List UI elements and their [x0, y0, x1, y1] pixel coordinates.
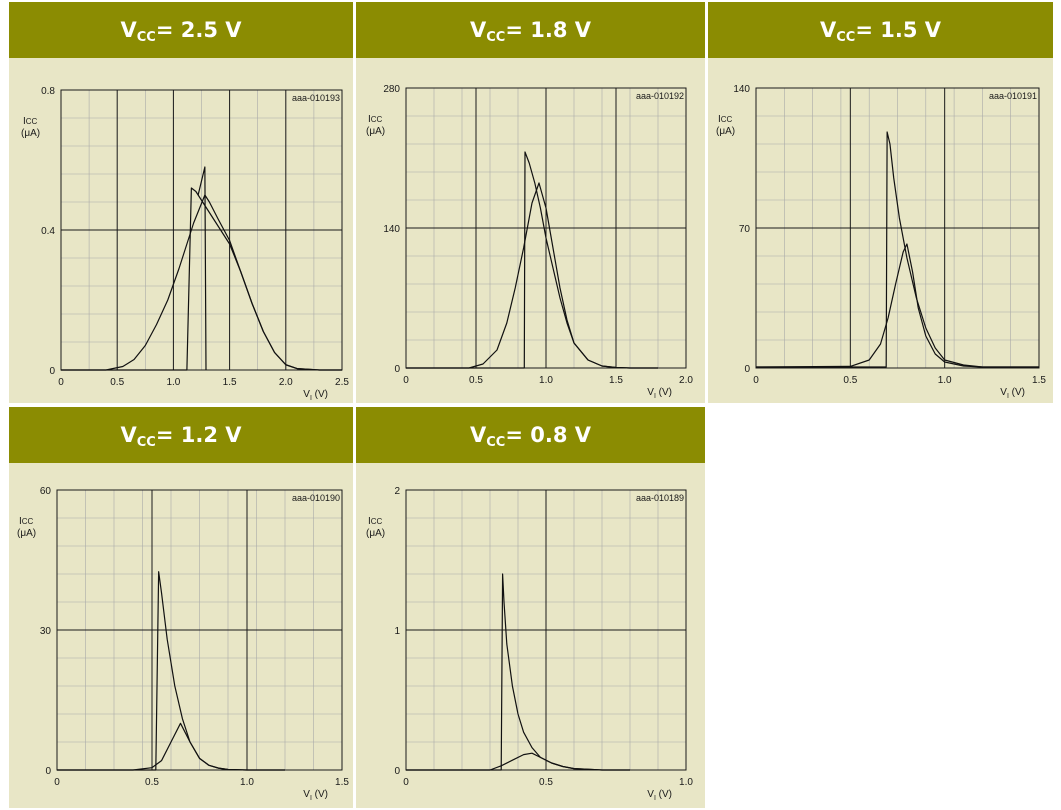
chart-panel-vcc-2-5: V CC = 2.5 V 0 0.5 1.0 1.5 2.0 2.5 0 0.4 0.8 aaa-0… — [9, 2, 353, 403]
y-tick-label: 70 — [739, 224, 751, 235]
y-tick-label: 140 — [383, 224, 400, 235]
panel-title: V CC = 2.5 V — [9, 2, 353, 58]
chart-svg: 0 0.5 1.0 1.5 0 30 60 aaa-010190 ICC(μA) VI (V) — [9, 463, 353, 808]
x-tick-label: 1.5 — [335, 777, 349, 788]
x-tick-label: 1.0 — [539, 375, 553, 386]
y-tick-label: 1 — [394, 626, 400, 637]
y-axis-label: ICC — [368, 516, 383, 527]
x-tick-label: 1.0 — [679, 777, 693, 788]
x-tick-label: 2.5 — [335, 377, 349, 388]
x-tick-label: 1.5 — [223, 377, 237, 388]
y-axis-label: ICC — [718, 114, 733, 125]
y-tick-label: 0 — [45, 766, 51, 777]
chart-panel-vcc-1-8: V CC = 1.8 V 0 0.5 1.0 1.5 2.0 0 140 280 aaa-0101… — [356, 2, 705, 403]
chart-svg: 0 0.5 1.0 0 1 2 aaa-010189 ICC(μA) VI (V) — [356, 463, 705, 808]
x-tick-label: 1.5 — [1032, 375, 1046, 386]
x-tick-label: 0.5 — [145, 777, 159, 788]
x-tick-label: 0 — [403, 777, 409, 788]
y-axis-unit: (μA) — [21, 128, 40, 139]
x-tick-label: 1.5 — [609, 375, 623, 386]
y-tick-label: 140 — [733, 84, 750, 95]
x-tick-label: 0 — [54, 777, 60, 788]
y-tick-label: 30 — [40, 626, 52, 637]
figure-id: aaa-010193 — [292, 93, 340, 103]
figure-id: aaa-010192 — [636, 91, 684, 101]
panel-title: V CC = 0.8 V — [356, 407, 705, 463]
y-tick-label: 0 — [394, 364, 400, 375]
y-tick-label: 0 — [744, 364, 750, 375]
y-tick-label: 0 — [394, 766, 400, 777]
chart-svg: 0 0.5 1.0 1.5 2.0 2.5 0 0.4 0.8 aaa-010193 ICC(μA)… — [9, 58, 353, 403]
figure-id: aaa-010191 — [989, 91, 1037, 101]
x-tick-label: 0.5 — [539, 777, 553, 788]
y-axis-label: ICC — [368, 114, 383, 125]
x-tick-label: 2.0 — [679, 375, 693, 386]
chart-panel-vcc-0-8: V CC = 0.8 V 0 0.5 1.0 0 1 2 aaa-010189 ICC (μA) V… — [356, 407, 705, 808]
y-axis-unit: (μA) — [366, 528, 385, 539]
chart-svg: 0 0.5 1.0 1.5 2.0 0 140 280 aaa-010192 ICC(μA) VI … — [356, 58, 705, 403]
y-tick-label: 280 — [383, 84, 400, 95]
x-tick-label: 0 — [753, 375, 759, 386]
x-tick-label: 0 — [403, 375, 409, 386]
x-tick-label: 0.5 — [469, 375, 483, 386]
y-axis-label: ICC — [23, 116, 38, 127]
y-tick-label: 0.8 — [41, 86, 55, 97]
x-axis-label: VI (V) — [303, 389, 328, 402]
x-tick-label: 1.0 — [240, 777, 254, 788]
y-tick-label: 0.4 — [41, 226, 55, 237]
figure-id: aaa-010189 — [636, 493, 684, 503]
x-tick-label: 0 — [58, 377, 64, 388]
panel-title: V CC = 1.5 V — [708, 2, 1053, 58]
x-tick-label: 1.0 — [938, 375, 952, 386]
chart-svg: 0 0.5 1.0 1.5 0 70 140 aaa-010191 ICC(μA) VI (V) — [708, 58, 1053, 403]
y-tick-label: 60 — [40, 486, 52, 497]
x-axis-label: VI (V) — [647, 387, 672, 400]
panel-title: V CC = 1.2 V — [9, 407, 353, 463]
x-axis-label: VI (V) — [647, 789, 672, 802]
chart-panel-vcc-1-2: V CC = 1.2 V 0 0.5 1.0 1.5 0 30 60 aaa-010190 ICC… — [9, 407, 353, 808]
y-axis-unit: (μA) — [17, 528, 36, 539]
x-axis-label: VI (V) — [1000, 387, 1025, 400]
panel-title: V CC = 1.8 V — [356, 2, 705, 58]
y-tick-label: 2 — [394, 486, 400, 497]
x-tick-label: 2.0 — [279, 377, 293, 388]
y-tick-label: 0 — [49, 366, 55, 377]
x-tick-label: 1.0 — [166, 377, 180, 388]
x-tick-label: 0.5 — [110, 377, 124, 388]
chart-panel-vcc-1-5: V CC = 1.5 V 0 0.5 1.0 1.5 0 70 140 aaa-010191 IC… — [708, 2, 1053, 403]
y-axis-unit: (μA) — [366, 126, 385, 137]
figure-id: aaa-010190 — [292, 493, 340, 503]
x-axis-label: VI (V) — [303, 789, 328, 802]
y-axis-label: ICC — [19, 516, 34, 527]
x-tick-label: 0.5 — [843, 375, 857, 386]
y-axis-unit: (μA) — [716, 126, 735, 137]
